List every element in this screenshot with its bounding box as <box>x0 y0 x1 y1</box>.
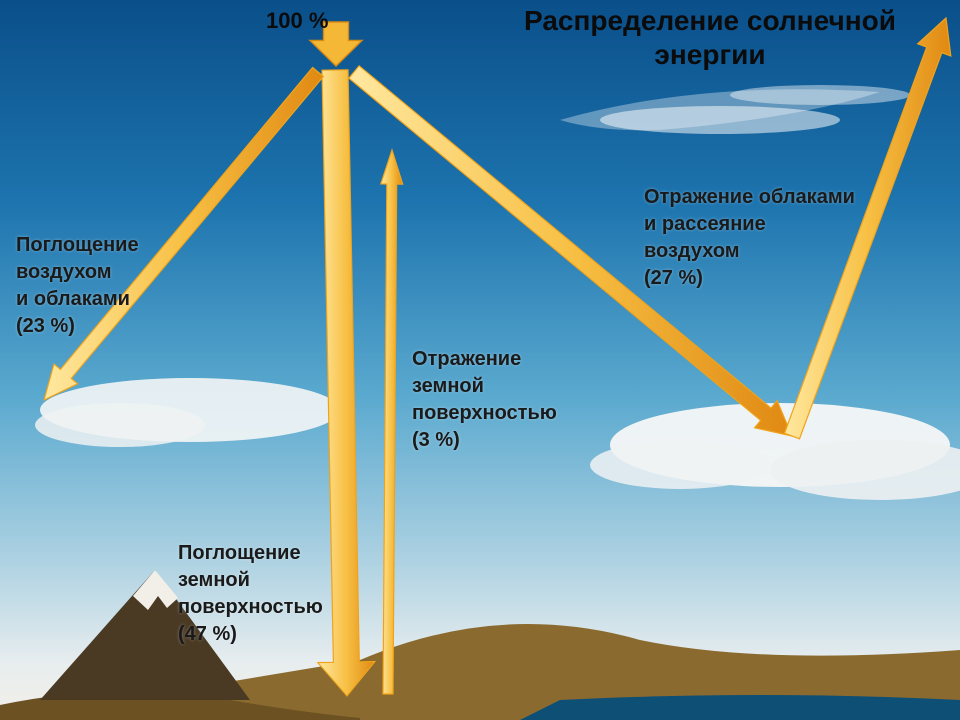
diagram-title: Распределение солнечной энергии <box>460 4 960 71</box>
label-reflect-clouds-air: Отражение облаками и рассеяние воздухом … <box>644 184 855 292</box>
label-absorb-air-clouds: Поглощение воздухом и облаками (23 %) <box>16 232 139 340</box>
label-reflect-surface: Отражение земной поверхностью (3 %) <box>412 346 557 454</box>
label-absorb-surface: Поглощение земной поверхностью (47 %) <box>178 540 323 648</box>
incoming-percent-label: 100 % <box>266 8 328 34</box>
diagram-stage: Распределение солнечной энергии 100 % По… <box>0 0 960 720</box>
